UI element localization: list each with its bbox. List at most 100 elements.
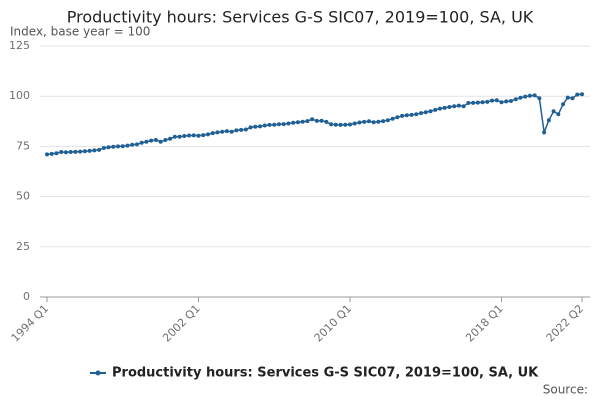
point — [381, 119, 386, 124]
point — [101, 146, 106, 151]
point — [201, 133, 206, 138]
point — [490, 98, 495, 103]
legend-marker — [95, 370, 101, 376]
x-tick-label: 1994 Q1 — [9, 302, 52, 345]
point — [59, 150, 64, 155]
point — [504, 99, 509, 104]
point — [262, 123, 267, 128]
point — [305, 119, 310, 124]
y-tick-label: 50 — [16, 190, 30, 203]
point — [466, 101, 471, 106]
point — [352, 121, 357, 126]
point — [54, 151, 59, 156]
point — [215, 130, 220, 135]
point — [376, 119, 381, 124]
point — [310, 117, 315, 122]
point — [286, 121, 291, 126]
point — [580, 92, 584, 97]
point — [527, 93, 532, 98]
point — [419, 111, 424, 116]
point — [357, 120, 362, 125]
point — [92, 148, 97, 153]
point — [220, 129, 225, 134]
point — [542, 130, 547, 135]
point — [210, 131, 215, 136]
point — [224, 129, 229, 134]
point — [561, 102, 566, 107]
point — [130, 142, 135, 147]
point — [433, 107, 438, 112]
point — [78, 149, 83, 154]
legend-label: Productivity hours: Services G-S SIC07, … — [112, 366, 539, 381]
point — [111, 144, 116, 149]
point — [523, 94, 528, 99]
point — [400, 113, 405, 118]
point — [575, 92, 580, 97]
point — [144, 139, 149, 144]
point — [97, 147, 102, 152]
point — [149, 138, 154, 143]
point — [537, 96, 542, 101]
point — [423, 110, 428, 115]
point — [319, 118, 324, 123]
source: Source: — [543, 383, 588, 397]
point — [163, 137, 168, 142]
point — [134, 142, 139, 147]
y-tick-label: 100 — [9, 89, 30, 102]
point — [329, 122, 334, 127]
point — [120, 144, 125, 149]
point — [45, 152, 49, 157]
point — [276, 122, 281, 127]
point — [409, 112, 414, 117]
x-tick-label: 2010 Q1 — [312, 302, 355, 345]
point — [253, 124, 258, 129]
point — [239, 127, 244, 132]
point — [390, 116, 395, 121]
point — [428, 109, 433, 114]
point — [556, 112, 561, 117]
point — [570, 96, 575, 101]
point — [191, 133, 196, 138]
point — [182, 133, 187, 138]
point — [442, 105, 447, 110]
chart-title: Productivity hours: Services G-S SIC07, … — [67, 8, 534, 27]
point — [324, 119, 329, 124]
point — [300, 119, 305, 124]
point — [234, 128, 239, 133]
point — [153, 137, 158, 142]
point — [281, 122, 286, 127]
point — [248, 125, 253, 130]
y-tick-label: 125 — [9, 39, 30, 52]
point — [518, 95, 523, 100]
point — [414, 112, 419, 117]
point — [494, 98, 499, 103]
point — [452, 104, 457, 109]
point — [168, 136, 173, 141]
point — [125, 143, 130, 148]
point — [243, 127, 248, 132]
point — [177, 134, 182, 139]
point — [546, 118, 551, 123]
point — [499, 100, 504, 105]
y-tick-label: 75 — [16, 139, 30, 152]
point — [82, 149, 87, 154]
point — [456, 103, 461, 108]
point — [49, 151, 54, 156]
y-tick-label: 25 — [16, 240, 30, 253]
point — [196, 133, 201, 138]
point — [106, 145, 111, 150]
point — [348, 122, 353, 127]
point — [508, 99, 513, 104]
point — [471, 100, 476, 105]
point — [513, 97, 518, 102]
point — [385, 118, 390, 123]
point — [258, 124, 263, 129]
x-tick-label: 2022 Q2 — [544, 302, 587, 345]
point — [371, 120, 376, 125]
x-tick-label: 2002 Q1 — [160, 302, 203, 345]
point — [291, 120, 296, 125]
point — [139, 140, 144, 145]
point — [366, 119, 371, 124]
point — [116, 144, 121, 149]
point — [272, 122, 277, 127]
